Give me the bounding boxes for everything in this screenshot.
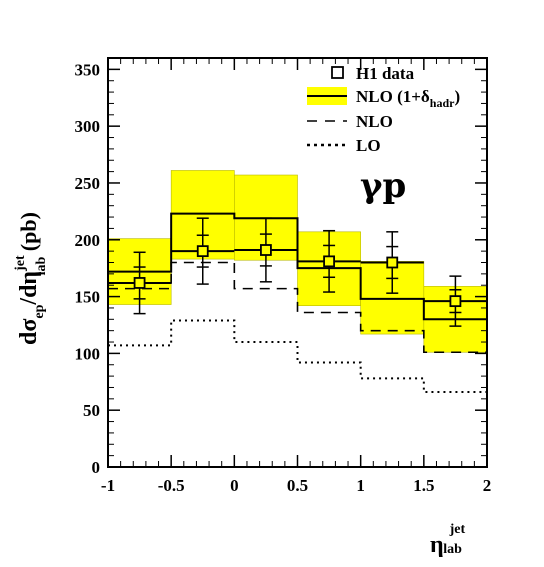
y-axis-title: dσep/dηjet lab (pb) bbox=[13, 212, 49, 345]
h1-data-group bbox=[108, 217, 487, 327]
nlo-dashed-group bbox=[108, 261, 487, 354]
nlo-dashed-line bbox=[108, 261, 487, 354]
lo-dotted-group bbox=[108, 319, 487, 394]
x-tick-label: -0.5 bbox=[158, 476, 185, 495]
y-tick-label: 0 bbox=[92, 458, 101, 477]
nlo-hadr-central-group bbox=[108, 212, 487, 321]
y-title-sub1: ep bbox=[32, 304, 47, 318]
y-tick-label: 100 bbox=[75, 344, 101, 363]
y-title-unit: (pb) bbox=[16, 212, 41, 257]
y-tick-label: 300 bbox=[75, 117, 101, 136]
x-title-sup: jet bbox=[449, 522, 466, 537]
data-point bbox=[323, 255, 335, 268]
y-title-deta: /dη bbox=[16, 271, 42, 306]
legend-marker-data bbox=[331, 66, 344, 79]
x-axis-title: ηjet lab bbox=[430, 522, 466, 558]
legend-label-data: H1 data bbox=[356, 64, 415, 83]
x-tick-label: 0 bbox=[230, 476, 239, 495]
x-title-eta: η bbox=[430, 532, 444, 558]
lo-dotted-line bbox=[108, 319, 487, 394]
y-title-sub2: lab bbox=[34, 257, 49, 276]
y-tick-label: 350 bbox=[75, 60, 101, 79]
data-point bbox=[133, 277, 146, 289]
y-tick-label: 150 bbox=[75, 288, 101, 307]
x-tick-label: 1.5 bbox=[413, 476, 434, 495]
y-title-sup: jet bbox=[13, 255, 28, 272]
legend-band-sub: hadr bbox=[430, 96, 455, 110]
y-tick-label: 50 bbox=[83, 401, 100, 420]
y-title-dsigma: dσ bbox=[16, 319, 42, 345]
x-title-sub: lab bbox=[443, 542, 462, 557]
legend-label-nlo: NLO bbox=[356, 112, 393, 131]
legend: H1 data NLO (1+δhadr) NLO LO bbox=[307, 64, 460, 155]
legend-band-text: NLO (1+δ bbox=[356, 87, 430, 106]
legend-band-end: ) bbox=[454, 87, 460, 106]
data-point bbox=[260, 244, 272, 256]
x-tick-label: 0.5 bbox=[287, 476, 308, 495]
process-label: γp bbox=[360, 166, 406, 206]
x-tick-label: 2 bbox=[483, 476, 492, 495]
data-point bbox=[196, 245, 209, 258]
x-tick-label: -1 bbox=[101, 476, 115, 495]
nlo-hadr-central-line bbox=[108, 212, 487, 321]
x-tick-label: 1 bbox=[356, 476, 365, 495]
data-point bbox=[449, 295, 462, 308]
y-tick-label: 200 bbox=[75, 231, 101, 250]
data-point bbox=[386, 256, 399, 269]
legend-label-lo: LO bbox=[356, 136, 381, 155]
y-tick-label: 250 bbox=[75, 174, 101, 193]
legend-label-band: NLO (1+δhadr) bbox=[356, 87, 460, 110]
tick-group: 0 50 100 150 200 250 300 350 -1 -0.5 0 0.5 1 1.5 2 bbox=[75, 57, 492, 495]
